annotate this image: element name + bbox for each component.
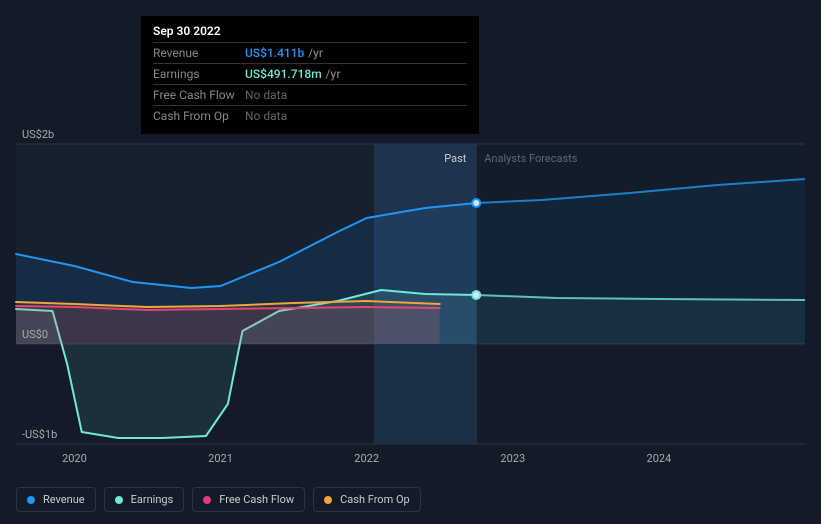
- tooltip-value: No data: [245, 109, 287, 123]
- chart-tooltip: Sep 30 2022 RevenueUS$1.411b/yrEarningsU…: [141, 16, 479, 134]
- tooltip-value: US$491.718m/yr: [245, 67, 340, 81]
- legend-label: Earnings: [131, 493, 174, 506]
- legend-dot-icon: [203, 496, 211, 504]
- legend-label: Free Cash Flow: [219, 493, 294, 506]
- y-axis-label: -US$1b: [22, 428, 57, 441]
- y-axis-label: US$0: [22, 328, 48, 341]
- tooltip-value: US$1.411b/yr: [245, 46, 323, 60]
- x-axis-label: 2020: [62, 452, 87, 465]
- forecast-label: Analysts Forecasts: [484, 152, 577, 165]
- x-axis-label: 2024: [647, 452, 672, 465]
- x-axis-label: 2021: [208, 452, 233, 465]
- tooltip-value: No data: [245, 88, 287, 102]
- legend-dot-icon: [27, 496, 35, 504]
- x-axis-label: 2023: [500, 452, 525, 465]
- tooltip-label: Cash From Op: [153, 109, 245, 123]
- legend-label: Revenue: [43, 493, 85, 506]
- legend-item[interactable]: Cash From Op: [313, 487, 421, 512]
- y-axis-label: US$2b: [22, 128, 54, 141]
- tooltip-row: Free Cash FlowNo data: [153, 84, 467, 105]
- legend-label: Cash From Op: [340, 493, 410, 506]
- tooltip-date: Sep 30 2022: [153, 24, 467, 42]
- tooltip-row: Cash From OpNo data: [153, 105, 467, 126]
- legend-dot-icon: [115, 496, 123, 504]
- legend-item[interactable]: Free Cash Flow: [192, 487, 305, 512]
- legend-dot-icon: [324, 496, 332, 504]
- legend-item[interactable]: Earnings: [104, 487, 185, 512]
- tooltip-label: Free Cash Flow: [153, 88, 245, 102]
- tooltip-label: Earnings: [153, 67, 245, 81]
- tooltip-row: EarningsUS$491.718m/yr: [153, 63, 467, 84]
- past-label: Past: [444, 152, 466, 165]
- tooltip-label: Revenue: [153, 46, 245, 60]
- tooltip-row: RevenueUS$1.411b/yr: [153, 42, 467, 63]
- x-axis-label: 2022: [354, 452, 379, 465]
- legend-item[interactable]: Revenue: [16, 487, 96, 512]
- legend: Revenue Earnings Free Cash Flow Cash From O…: [16, 487, 421, 512]
